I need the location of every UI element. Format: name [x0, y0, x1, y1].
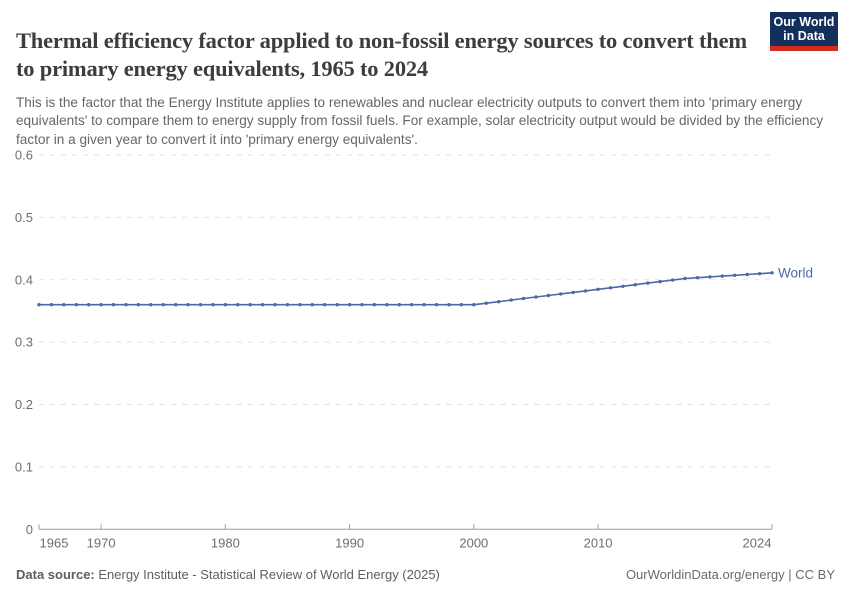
data-point-marker	[347, 303, 352, 307]
x-axis-tick-label: 2000	[459, 535, 488, 550]
owid-logo-box: Our World in Data	[770, 12, 838, 46]
owid-logo-line2: in Data	[783, 29, 825, 43]
x-axis-tick-label: 2024	[743, 535, 772, 550]
y-axis-tick-label: 0.4	[15, 272, 33, 287]
owid-logo-red-bar	[770, 46, 838, 51]
data-point-marker	[509, 298, 513, 302]
data-point-marker	[459, 303, 464, 307]
data-point-marker	[335, 303, 339, 307]
data-point-marker	[99, 303, 103, 307]
data-point-marker	[596, 287, 600, 291]
data-point-marker	[434, 303, 439, 307]
y-axis-tick-label: 0.1	[15, 459, 33, 474]
data-source-text: Energy Institute - Statistical Review of…	[94, 567, 440, 582]
page-title: Thermal efficiency factor applied to non…	[16, 28, 747, 82]
data-point-marker	[111, 303, 116, 307]
data-point-marker	[497, 300, 501, 304]
data-point-marker	[745, 272, 749, 277]
data-point-marker	[37, 303, 41, 307]
data-point-marker	[248, 303, 252, 307]
chart-subtitle: This is the factor that the Energy Insti…	[16, 94, 824, 147]
data-point-marker	[720, 274, 724, 278]
data-point-marker	[410, 303, 414, 307]
data-point-marker	[770, 271, 774, 275]
data-point-marker	[484, 301, 488, 305]
data-point-marker	[260, 303, 265, 307]
y-axis-tick-label: 0.5	[15, 210, 33, 225]
data-point-marker	[583, 289, 588, 293]
data-point-marker	[323, 303, 327, 307]
data-point-marker	[422, 303, 426, 307]
x-axis-tick-label: 1990	[335, 535, 364, 550]
data-point-marker	[670, 278, 675, 282]
data-point-marker	[136, 303, 141, 307]
data-point-marker	[447, 303, 451, 307]
data-point-marker	[683, 276, 687, 281]
data-source-note: Data source: Energy Institute - Statisti…	[16, 567, 440, 582]
y-axis-tick-label: 0.3	[15, 335, 33, 350]
data-point-marker	[236, 303, 240, 307]
data-point-marker	[472, 303, 476, 307]
data-point-marker	[633, 283, 637, 287]
data-point-marker	[733, 273, 737, 277]
data-point-marker	[534, 295, 538, 299]
data-point-marker	[62, 303, 66, 307]
data-point-marker	[174, 303, 178, 307]
x-axis-tick-label: 1980	[211, 535, 240, 550]
data-point-marker	[372, 303, 377, 307]
owid-logo[interactable]: Our World in Data	[770, 12, 838, 51]
data-point-marker	[211, 303, 215, 307]
data-point-marker	[273, 303, 277, 307]
data-point-marker	[49, 303, 54, 307]
x-axis-tick-label: 1965	[40, 535, 69, 550]
chart-footer: Data source: Energy Institute - Statisti…	[16, 567, 835, 582]
data-point-marker	[521, 296, 526, 301]
y-axis-tick-label: 0.6	[15, 148, 33, 163]
data-point-marker	[285, 303, 290, 307]
y-axis-tick-label: 0	[26, 522, 33, 537]
data-point-marker	[658, 279, 662, 284]
data-point-marker	[708, 275, 712, 279]
data-source-label: Data source:	[16, 567, 95, 582]
data-point-marker	[186, 303, 190, 307]
data-point-marker	[571, 290, 575, 295]
data-point-marker	[546, 293, 551, 298]
data-line-world	[39, 272, 773, 306]
data-point-marker	[223, 303, 228, 307]
data-point-marker	[646, 281, 650, 285]
x-axis-tick-label: 1970	[87, 535, 116, 550]
data-point-marker	[310, 303, 314, 307]
series-label-world: World	[778, 265, 813, 280]
data-point-marker	[198, 303, 203, 307]
data-point-marker	[298, 303, 302, 307]
data-point-marker	[87, 303, 91, 307]
data-point-marker	[608, 286, 613, 290]
data-point-marker	[695, 276, 700, 280]
owid-url-license-link[interactable]: OurWorldinData.org/energy | CC BY	[625, 567, 835, 582]
data-point-marker	[124, 303, 128, 307]
data-point-marker	[161, 303, 165, 307]
data-point-marker	[397, 303, 401, 307]
data-point-marker	[757, 272, 762, 276]
x-axis-tick-label: 2010	[584, 535, 613, 550]
data-point-marker	[74, 303, 79, 307]
data-point-marker	[149, 303, 153, 307]
data-point-marker	[385, 303, 389, 307]
data-point-marker	[360, 303, 364, 307]
y-axis-tick-label: 0.2	[15, 397, 33, 412]
data-point-marker	[621, 284, 625, 288]
data-point-marker	[559, 292, 563, 296]
owid-logo-line1: Our World	[773, 15, 835, 29]
